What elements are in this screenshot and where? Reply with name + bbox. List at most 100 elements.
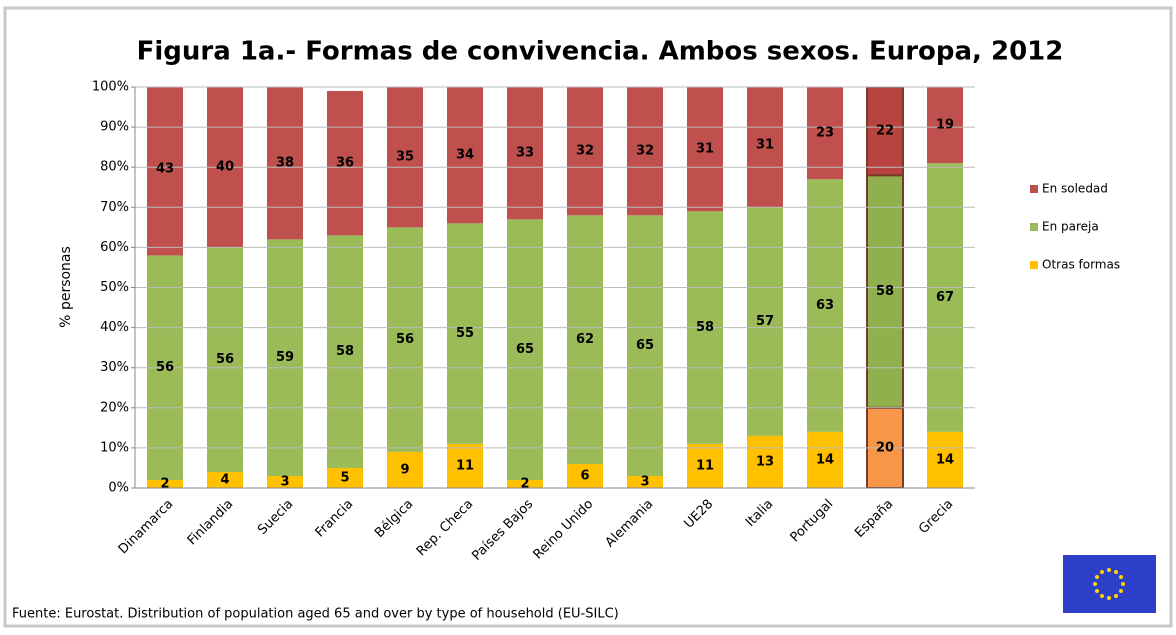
bar-segment bbox=[687, 443, 723, 488]
legend-swatch bbox=[1030, 185, 1038, 193]
y-tick-label: 20% bbox=[100, 400, 129, 415]
bar-segment bbox=[447, 223, 483, 444]
bar-segment bbox=[327, 467, 363, 488]
data-label: 6 bbox=[580, 468, 589, 483]
bar-segment bbox=[507, 219, 543, 480]
bar-segment bbox=[567, 463, 603, 488]
bar-segment bbox=[747, 435, 783, 488]
y-tick-label: 60% bbox=[100, 240, 129, 255]
bar-segment bbox=[807, 87, 843, 180]
bar-segment bbox=[147, 87, 183, 256]
data-label: 2 bbox=[160, 476, 169, 491]
y-tick-label: 30% bbox=[100, 360, 129, 375]
data-label: 32 bbox=[636, 144, 654, 159]
data-label: 58 bbox=[876, 284, 894, 299]
data-label: 63 bbox=[816, 298, 834, 313]
data-label: 55 bbox=[456, 326, 474, 341]
bar-segment bbox=[387, 87, 423, 228]
bar-segment bbox=[447, 443, 483, 488]
bar-segment bbox=[267, 475, 303, 488]
bar-segment bbox=[147, 479, 183, 488]
data-label: 65 bbox=[636, 338, 654, 353]
data-label: 43 bbox=[156, 162, 174, 177]
data-label: 31 bbox=[756, 138, 774, 153]
bar-segment bbox=[807, 179, 843, 432]
data-label: 3 bbox=[640, 474, 649, 489]
bar-segment bbox=[327, 235, 363, 468]
bar-segment bbox=[927, 431, 963, 488]
source: Fuente: Eurostat. Distribution of popula… bbox=[12, 607, 619, 622]
y-tick-label: 90% bbox=[100, 120, 129, 135]
bar-segment bbox=[507, 479, 543, 488]
bar-segment bbox=[387, 227, 423, 452]
data-label: 65 bbox=[516, 342, 534, 357]
data-label: 40 bbox=[216, 160, 234, 175]
y-tick-label: 10% bbox=[100, 440, 129, 455]
data-label: 31 bbox=[696, 142, 714, 157]
data-label: 22 bbox=[876, 124, 894, 139]
bar-segment bbox=[387, 451, 423, 488]
data-label: 11 bbox=[456, 458, 474, 473]
data-label: 19 bbox=[936, 118, 954, 133]
data-label: 56 bbox=[216, 352, 234, 367]
y-tick-label: 40% bbox=[100, 320, 129, 335]
bar-segment bbox=[627, 475, 663, 488]
chart-title: Figura 1a.- Formas de convivencia. Ambos… bbox=[137, 37, 1064, 67]
bar-segment bbox=[207, 471, 243, 488]
bar-segment bbox=[627, 215, 663, 476]
bar-segment bbox=[807, 431, 843, 488]
data-label: 23 bbox=[816, 126, 834, 141]
bar-segment bbox=[447, 87, 483, 224]
bar-segment bbox=[866, 174, 904, 409]
bar-segment bbox=[866, 87, 904, 177]
data-label: 56 bbox=[156, 360, 174, 375]
data-label: 4 bbox=[220, 472, 229, 487]
bar-segment bbox=[327, 91, 363, 236]
data-label: 67 bbox=[936, 290, 954, 305]
bar-segment bbox=[627, 87, 663, 216]
bar-segment bbox=[567, 215, 603, 464]
data-label: 35 bbox=[396, 150, 414, 165]
bar-segment bbox=[267, 239, 303, 476]
legend-label: Otras formas bbox=[1042, 258, 1120, 272]
bar-segment bbox=[207, 247, 243, 472]
data-label: 13 bbox=[756, 454, 774, 469]
bar-segment bbox=[507, 87, 543, 220]
data-label: 36 bbox=[336, 156, 354, 171]
bar-segment bbox=[267, 87, 303, 240]
data-label: 59 bbox=[276, 350, 294, 365]
data-label: 33 bbox=[516, 146, 534, 161]
y-tick-label: 50% bbox=[100, 280, 129, 295]
legend-swatch bbox=[1030, 223, 1038, 231]
data-label: 56 bbox=[396, 332, 414, 347]
data-label: 57 bbox=[756, 314, 774, 329]
data-label: 32 bbox=[576, 144, 594, 159]
data-label: 20 bbox=[876, 440, 894, 455]
eu-flag bbox=[1063, 555, 1156, 613]
y-tick-label: 70% bbox=[100, 200, 129, 215]
bar-segment bbox=[567, 87, 603, 216]
data-label: 14 bbox=[936, 452, 954, 467]
y-tick-label: 80% bbox=[100, 160, 129, 175]
data-label: 58 bbox=[696, 320, 714, 335]
data-label: 62 bbox=[576, 332, 594, 347]
legend-label: En soledad bbox=[1042, 182, 1108, 196]
y-tick-label: 0% bbox=[108, 481, 129, 496]
data-label: 34 bbox=[456, 148, 474, 163]
bar-segment bbox=[747, 87, 783, 208]
data-label: 3 bbox=[280, 474, 289, 489]
bar-segment bbox=[687, 87, 723, 212]
data-label: 5 bbox=[340, 470, 349, 485]
data-label: 11 bbox=[696, 458, 714, 473]
legend-swatch bbox=[1030, 261, 1038, 269]
data-label: 38 bbox=[276, 156, 294, 171]
data-label: 2 bbox=[520, 476, 529, 491]
data-label: 9 bbox=[400, 462, 409, 477]
data-label: 58 bbox=[336, 344, 354, 359]
y-axis-label: % personas bbox=[58, 246, 74, 328]
bar-segment bbox=[747, 207, 783, 436]
bar-segment bbox=[927, 163, 963, 432]
data-label: 14 bbox=[816, 452, 834, 467]
legend-label: En pareja bbox=[1042, 220, 1099, 234]
